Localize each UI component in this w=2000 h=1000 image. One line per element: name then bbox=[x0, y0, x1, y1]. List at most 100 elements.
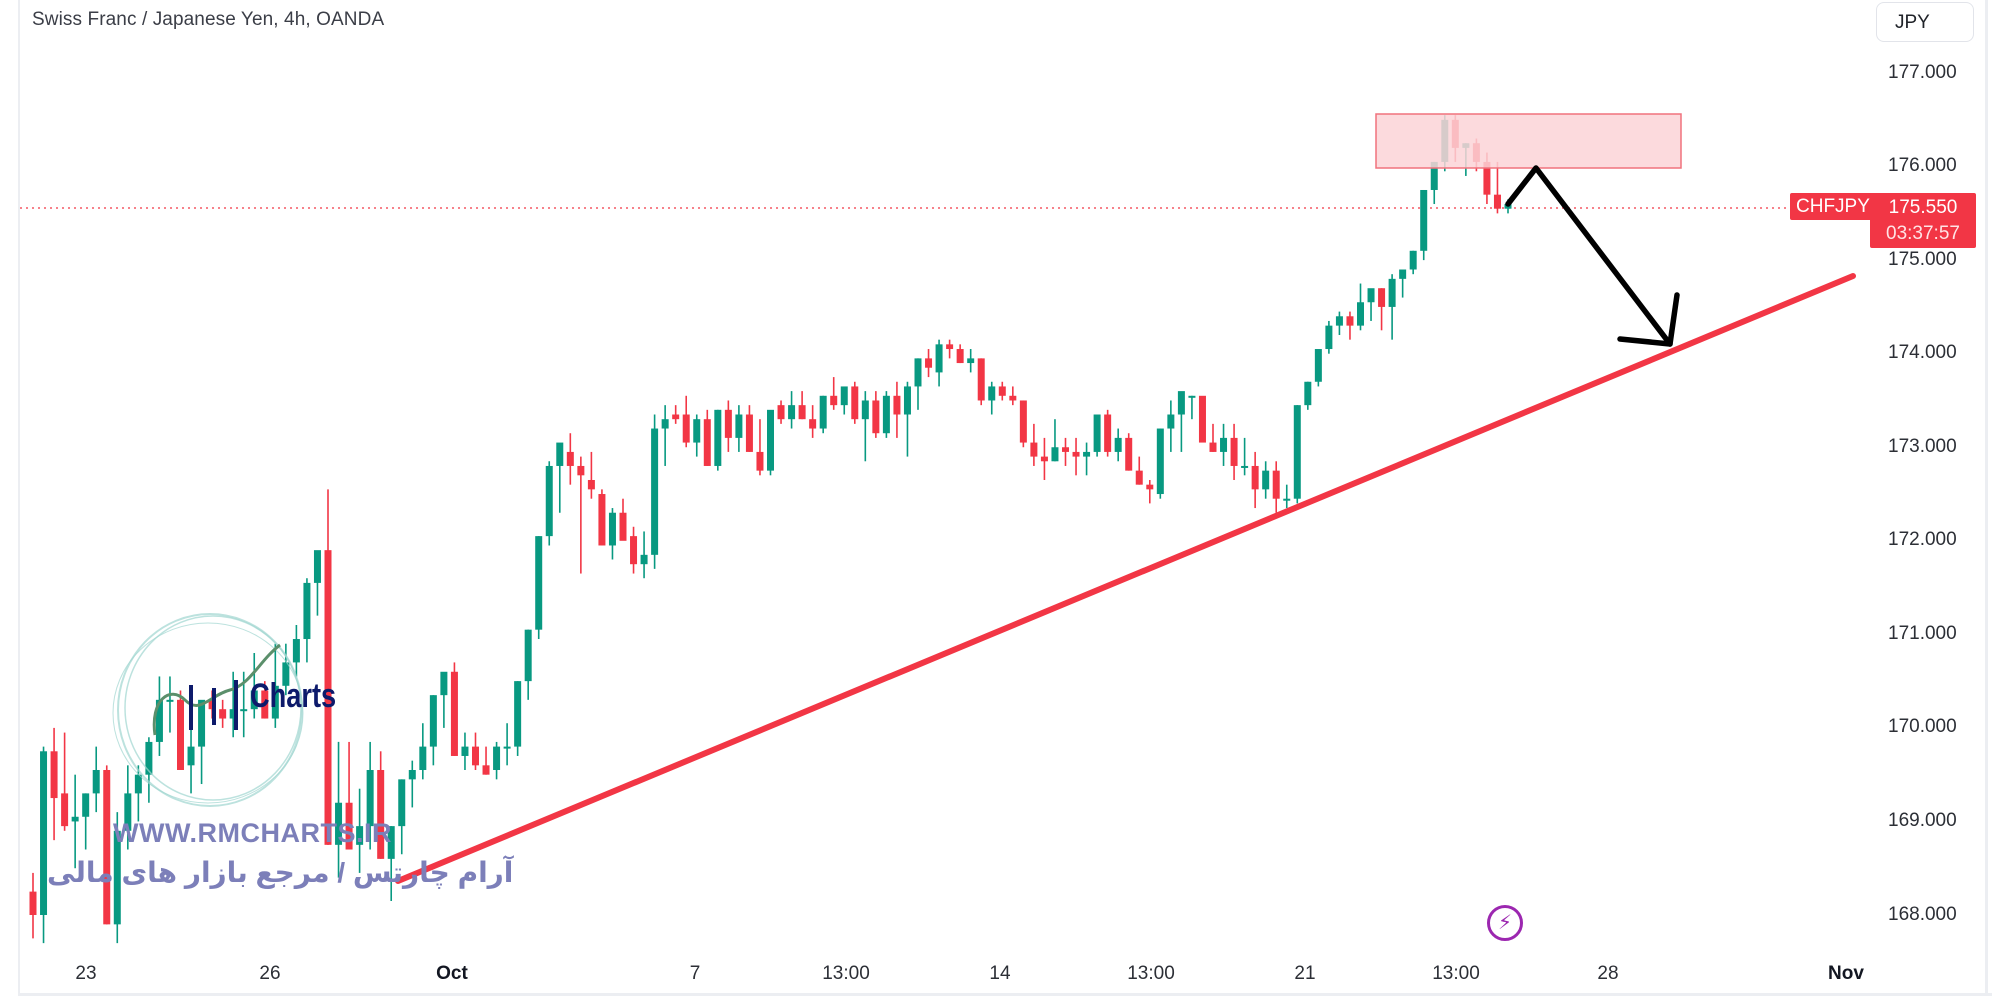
candle-up bbox=[914, 358, 922, 387]
candle-down bbox=[1125, 437, 1133, 471]
candle-up bbox=[82, 793, 90, 817]
candle-down bbox=[1483, 161, 1491, 195]
resistance-zone[interactable] bbox=[1375, 113, 1682, 169]
candle-down bbox=[946, 344, 954, 350]
candle-up bbox=[767, 409, 774, 471]
candle-up bbox=[303, 582, 311, 640]
candle-up bbox=[1293, 405, 1301, 499]
candle-down bbox=[777, 405, 785, 420]
time-tick: 23 bbox=[75, 963, 97, 984]
candle-down bbox=[29, 891, 37, 915]
candle-down bbox=[177, 699, 184, 770]
candle-down bbox=[1062, 447, 1069, 452]
candle-up bbox=[313, 550, 321, 583]
price-axis[interactable]: 177.000 176.000 175.000 174.000 173.000 172.0… bbox=[1880, 0, 1985, 995]
candle-up bbox=[861, 400, 869, 420]
candle-down bbox=[1040, 456, 1048, 462]
candle-up bbox=[1241, 465, 1249, 468]
candle-down bbox=[872, 400, 880, 434]
ascending-trendline[interactable] bbox=[395, 273, 1856, 884]
candle-down bbox=[377, 769, 385, 859]
candle-up bbox=[166, 699, 174, 702]
candle-up bbox=[493, 746, 501, 770]
candle-down bbox=[1072, 451, 1080, 457]
price-tick: 169.000 bbox=[1888, 810, 1957, 831]
candle-up bbox=[1388, 278, 1396, 307]
time-tick: 21 bbox=[1294, 963, 1316, 984]
price-tick: 173.000 bbox=[1888, 436, 1957, 457]
candle-up bbox=[419, 746, 427, 770]
candle-up bbox=[1093, 414, 1101, 452]
candle-up bbox=[1335, 316, 1343, 326]
candle-up bbox=[155, 699, 163, 742]
candle-up bbox=[693, 419, 701, 443]
candle-up bbox=[292, 639, 300, 663]
candle-up bbox=[651, 428, 659, 555]
candle-up bbox=[198, 699, 206, 747]
candle-down bbox=[219, 709, 227, 719]
candle-down bbox=[1209, 442, 1217, 452]
candle-up bbox=[1114, 437, 1122, 452]
candle-up bbox=[429, 695, 437, 747]
time-tick: 13:00 bbox=[1127, 963, 1175, 984]
candle-down bbox=[1009, 395, 1017, 401]
candle-up bbox=[461, 746, 469, 756]
candle-up bbox=[1083, 451, 1091, 457]
candle-up bbox=[1409, 250, 1417, 270]
candle-down bbox=[566, 451, 574, 466]
time-axis[interactable]: 23 26 Oct 7 13:00 14 13:00 21 13:00 28 Nov bbox=[20, 950, 1880, 994]
candle-down bbox=[703, 419, 711, 466]
candle-down bbox=[1019, 400, 1027, 443]
candle-up bbox=[819, 395, 827, 429]
price-tick: 172.000 bbox=[1888, 529, 1957, 550]
candle-up bbox=[1399, 269, 1407, 279]
logo-bars-icon bbox=[189, 680, 238, 730]
price-plot[interactable] bbox=[0, 0, 1880, 950]
candle-down bbox=[1230, 437, 1238, 466]
candle-up bbox=[1430, 161, 1438, 190]
candle-up bbox=[608, 512, 616, 546]
candle-down bbox=[1251, 465, 1259, 490]
candle-down bbox=[1135, 470, 1143, 485]
chart-title: Swiss Franc / Japanese Yen, 4h, OANDA bbox=[32, 9, 385, 30]
candle-down bbox=[472, 746, 479, 766]
candle-up bbox=[1167, 414, 1175, 429]
candlestick-series bbox=[29, 115, 1512, 944]
candle-up bbox=[240, 709, 248, 712]
time-tick: 26 bbox=[259, 963, 281, 984]
candle-down bbox=[261, 690, 269, 719]
candle-down bbox=[956, 349, 964, 364]
candle-down bbox=[482, 765, 490, 775]
candle-up bbox=[903, 386, 911, 415]
price-tick: 170.000 bbox=[1888, 716, 1957, 737]
candle-up bbox=[1156, 428, 1164, 495]
candle-up bbox=[366, 769, 374, 827]
price-tick: 176.000 bbox=[1888, 155, 1957, 176]
chart-bottom-border bbox=[18, 993, 1992, 996]
candle-up bbox=[1420, 189, 1428, 251]
currency-button[interactable]: JPY bbox=[1876, 2, 1974, 42]
candle-down bbox=[630, 536, 638, 565]
candle-down bbox=[598, 494, 606, 546]
candle-up bbox=[398, 779, 406, 827]
candle-down bbox=[577, 465, 585, 476]
candle-down bbox=[809, 419, 817, 429]
candle-up bbox=[356, 826, 364, 845]
lightning-icon[interactable]: ⚡ bbox=[1487, 905, 1523, 941]
candle-up bbox=[1283, 498, 1291, 501]
candle-up bbox=[408, 769, 416, 780]
candle-up bbox=[282, 662, 290, 686]
candle-up bbox=[524, 629, 532, 682]
candle-up bbox=[145, 741, 153, 775]
candle-up bbox=[988, 386, 996, 401]
bar-countdown: 03:37:57 bbox=[1886, 223, 1960, 244]
price-tick: 177.000 bbox=[1888, 62, 1957, 83]
candle-up bbox=[1367, 288, 1375, 303]
candle-up bbox=[640, 554, 648, 565]
candle-down bbox=[977, 358, 985, 401]
watermark-url: WWW.RMCHARTS.IR bbox=[113, 818, 392, 848]
arrow-shaft bbox=[1505, 165, 1673, 347]
candle-down bbox=[1104, 414, 1112, 452]
projection-arrow[interactable] bbox=[1505, 165, 1680, 347]
